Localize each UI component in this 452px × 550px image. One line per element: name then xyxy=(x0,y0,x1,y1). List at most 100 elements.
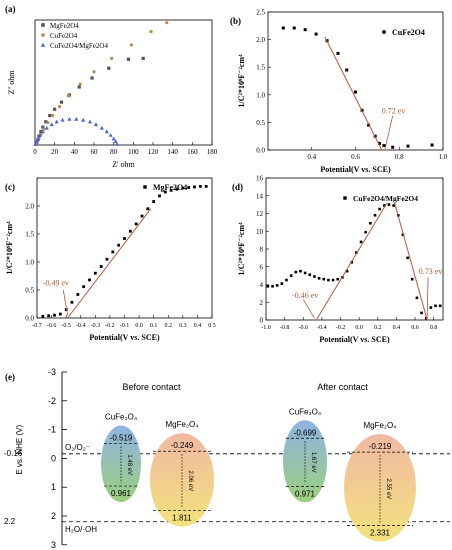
data-point xyxy=(304,28,307,31)
legend-marker xyxy=(41,23,45,27)
data-point xyxy=(105,130,109,134)
x-tick-label: 0.5 xyxy=(208,323,216,329)
y-tick-label: -2 xyxy=(48,396,56,406)
x-tick-label: 0.2 xyxy=(165,323,173,329)
x-tick-label: 0.0 xyxy=(355,325,363,331)
data-point xyxy=(293,27,296,30)
y-tick-label: 0.5 xyxy=(256,119,265,127)
tangent-line xyxy=(395,203,428,320)
data-point xyxy=(388,203,391,206)
data-point xyxy=(187,186,190,189)
legend-label: CuFe2O4/MgFe2O4 xyxy=(50,42,108,50)
legend-label: MgFe2O4 xyxy=(50,22,79,30)
group-title: After contact xyxy=(317,382,368,392)
valence-band-value: 0.961 xyxy=(111,489,132,498)
data-point xyxy=(304,272,307,275)
data-point xyxy=(123,237,126,240)
x-axis-label: Potential(V vs. SCE) xyxy=(320,165,391,174)
x-tick-label: -0.8 xyxy=(280,325,290,331)
redox-level-value: -0.16 xyxy=(4,449,23,458)
y-tick-label: 3 xyxy=(51,540,56,550)
data-point xyxy=(142,57,145,60)
x-tick-label: -0.5 xyxy=(61,323,71,329)
redox-level-label: H₂O/·OH xyxy=(65,525,97,534)
data-point xyxy=(135,223,138,226)
y-tick-label: 0 xyxy=(51,453,56,463)
conduction-band-value: -0.219 xyxy=(369,442,392,451)
annotation-label: 0.73 ev xyxy=(419,267,443,276)
band-gap-label: 2.06 eV xyxy=(187,471,193,492)
data-point xyxy=(45,126,49,130)
data-point xyxy=(345,68,348,71)
legend-label: CuFe2O4/MgFe2O4 xyxy=(353,194,418,203)
y-tick-label: 2.0 xyxy=(25,203,34,211)
x-tick-label: -0.1 xyxy=(120,323,130,329)
data-point xyxy=(391,146,394,149)
data-point xyxy=(271,285,274,288)
y-tick-label: 1.5 xyxy=(256,64,265,72)
data-point xyxy=(315,33,318,36)
valence-band-value: 2.331 xyxy=(370,529,391,538)
x-tick-label: 100 xyxy=(128,148,139,156)
data-point xyxy=(337,52,340,55)
x-tick-label: 180 xyxy=(207,148,218,156)
material-label: MgFe₂O₄ xyxy=(363,421,396,430)
x-tick-label: 0.8 xyxy=(430,325,438,331)
panel-label-d: (d) xyxy=(232,182,243,192)
x-tick-label: 0.3 xyxy=(179,323,187,329)
data-point xyxy=(53,314,56,317)
data-point xyxy=(149,30,152,33)
y-tick-label: 2 xyxy=(260,299,264,307)
y-tick-label: 12 xyxy=(256,210,264,218)
data-point xyxy=(55,120,59,124)
plot-frame xyxy=(37,178,212,318)
data-point xyxy=(41,315,44,318)
data-point xyxy=(267,285,270,288)
data-point xyxy=(406,257,409,260)
x-tick-label: 0.2 xyxy=(374,325,382,331)
data-point xyxy=(364,231,367,234)
data-point xyxy=(81,118,85,122)
data-point xyxy=(158,195,161,198)
data-point xyxy=(285,279,288,282)
y-tick-label: -1 xyxy=(48,425,56,435)
material-label: CuFe₂O₄ xyxy=(105,412,137,421)
data-point xyxy=(48,114,51,117)
y-tick-label: 6 xyxy=(260,263,264,271)
x-tick-label: 120 xyxy=(148,148,159,156)
data-point xyxy=(111,251,114,254)
y-axis-label: 1/C²*10⁹F⁻²cm⁴ xyxy=(237,54,246,108)
y-tick-label: 0.5 xyxy=(25,287,34,295)
legend-label: CuFe2O4 xyxy=(50,32,78,40)
annotation-arrow xyxy=(303,300,314,319)
data-point xyxy=(378,208,381,211)
data-point xyxy=(71,301,74,304)
data-point xyxy=(439,305,442,308)
data-point xyxy=(109,133,113,137)
y-tick-label: 2.5 xyxy=(256,9,265,17)
y-tick-label: 16 xyxy=(256,175,264,183)
x-tick-label: 0.6 xyxy=(351,153,360,161)
y-tick-label: 4 xyxy=(260,281,264,289)
tangent-line xyxy=(68,209,151,318)
x-tick-label: 20 xyxy=(51,148,59,156)
band-gap-label: 1.67 eV xyxy=(310,452,316,473)
data-point xyxy=(165,21,168,24)
x-tick-label: 160 xyxy=(187,148,198,156)
x-tick-label: -0.2 xyxy=(336,325,346,331)
band-gap-label: 2.55 eV xyxy=(385,478,391,499)
x-tick-label: -0.2 xyxy=(105,323,115,329)
data-point xyxy=(76,293,79,296)
x-axis-label: Z' ohm xyxy=(112,160,135,169)
x-tick-label: 0.0 xyxy=(135,323,143,329)
data-point xyxy=(130,43,133,46)
annotation-label: -0.46 ev xyxy=(292,291,318,300)
data-point xyxy=(67,117,71,121)
material-label: MgFe₂O₄ xyxy=(165,420,198,429)
x-tick-label: 140 xyxy=(167,148,178,156)
y-tick-label: 0 xyxy=(260,317,264,325)
data-point xyxy=(47,314,50,317)
x-tick-label: -1.0 xyxy=(261,325,271,331)
x-tick-label: 60 xyxy=(91,148,99,156)
data-point xyxy=(281,282,284,285)
